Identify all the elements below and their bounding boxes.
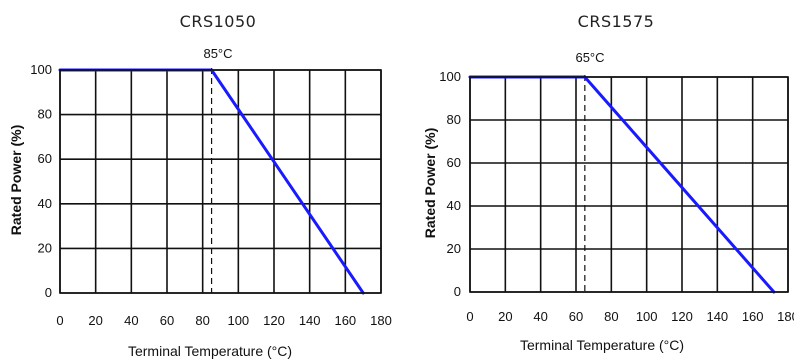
plot-frame — [59, 69, 382, 294]
chart-title: CRS1050 — [180, 12, 257, 31]
x-tick-label: 140 — [706, 309, 728, 324]
x-tick-label: 180 — [777, 309, 794, 324]
x-tick-label: 180 — [370, 313, 392, 328]
y-axis-title: Rated Power (%) — [8, 125, 24, 235]
grid — [469, 76, 789, 293]
threshold-annotation-label: 65°C — [575, 50, 604, 65]
x-tick-label: 100 — [227, 313, 249, 328]
y-axis-title: Rated Power (%) — [422, 128, 438, 238]
x-tick-label: 0 — [56, 313, 63, 328]
grid — [59, 69, 382, 294]
x-tick-label: 0 — [466, 309, 473, 324]
y-tick-label: 20 — [447, 241, 461, 256]
x-axis-title: Terminal Temperature (°C) — [520, 337, 684, 353]
x-tick-label: 80 — [604, 309, 618, 324]
x-tick-label: 60 — [569, 309, 583, 324]
x-tick-label: 80 — [195, 313, 209, 328]
x-tick-labels: 0 20 40 60 80 100 120 140 160 180 — [56, 313, 391, 328]
x-tick-label: 120 — [263, 313, 285, 328]
y-tick-label: 20 — [38, 240, 52, 255]
x-tick-label: 20 — [498, 309, 512, 324]
y-tick-label: 80 — [38, 107, 52, 122]
x-tick-label: 60 — [160, 313, 174, 328]
chart-crs1050: CRS1050 85°C 0 20 40 60 80 100 120 140 160 180 0 2… — [8, 12, 392, 359]
y-tick-labels: 0 20 40 60 80 100 — [439, 69, 461, 299]
x-axis-title: Terminal Temperature (°C) — [128, 343, 292, 359]
y-tick-label: 60 — [38, 151, 52, 166]
x-tick-labels: 0 20 40 60 80 100 120 140 160 180 — [466, 309, 794, 324]
y-tick-label: 0 — [454, 284, 461, 299]
threshold-annotation-label: 85°C — [203, 46, 232, 61]
x-tick-label: 100 — [636, 309, 658, 324]
x-tick-label: 40 — [124, 313, 138, 328]
x-tick-label: 120 — [671, 309, 693, 324]
y-tick-label: 80 — [447, 112, 461, 127]
x-tick-label: 40 — [533, 309, 547, 324]
x-tick-label: 160 — [334, 313, 356, 328]
x-tick-label: 160 — [742, 309, 764, 324]
y-tick-label: 40 — [38, 196, 52, 211]
x-tick-label: 20 — [88, 313, 102, 328]
y-tick-labels: 0 20 40 60 80 100 — [30, 62, 52, 300]
y-tick-label: 0 — [45, 285, 52, 300]
y-tick-label: 100 — [439, 69, 461, 84]
x-tick-label: 140 — [299, 313, 321, 328]
chart-title: CRS1575 — [578, 12, 655, 31]
y-tick-label: 40 — [447, 198, 461, 213]
y-tick-label: 60 — [447, 155, 461, 170]
y-tick-label: 100 — [30, 62, 52, 77]
chart-crs1575: CRS1575 65°C 0 20 40 60 80 100 120 140 160 180 0 2… — [422, 12, 794, 353]
derating-curve — [468, 75, 776, 294]
plot-frame — [469, 76, 789, 293]
